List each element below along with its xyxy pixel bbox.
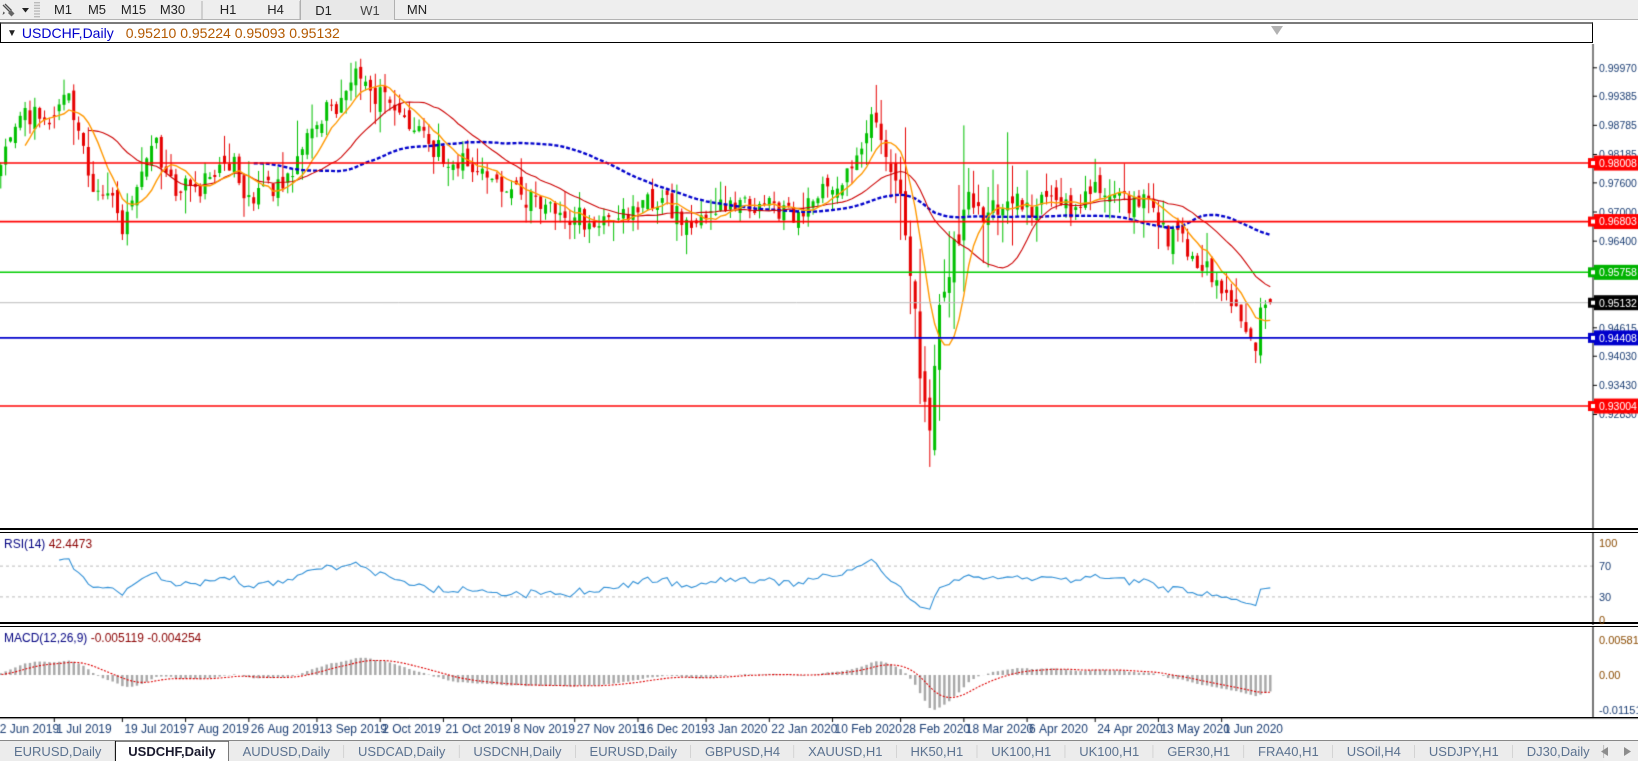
svg-text:FRA40,H1: FRA40,H1 xyxy=(1258,744,1319,759)
svg-text:EURUSD,Daily: EURUSD,Daily xyxy=(590,744,678,759)
svg-text:EURUSD,Daily: EURUSD,Daily xyxy=(14,744,102,759)
svg-text:AUDUSD,Daily: AUDUSD,Daily xyxy=(243,744,331,759)
svg-text:GER30,H1: GER30,H1 xyxy=(1167,744,1230,759)
svg-text:DJ30,Daily: DJ30,Daily xyxy=(1527,744,1590,759)
svg-text:XAUUSD,H1: XAUUSD,H1 xyxy=(808,744,882,759)
svg-text:GBPUSD,H4: GBPUSD,H4 xyxy=(705,744,780,759)
svg-text:HK50,H1: HK50,H1 xyxy=(910,744,963,759)
svg-text:USDCAD,Daily: USDCAD,Daily xyxy=(358,744,446,759)
svg-text:UK100,H1: UK100,H1 xyxy=(991,744,1051,759)
svg-text:USDCNH,Daily: USDCNH,Daily xyxy=(473,744,562,759)
svg-text:USDJPY,H1: USDJPY,H1 xyxy=(1429,744,1499,759)
svg-text:UK100,H1: UK100,H1 xyxy=(1079,744,1139,759)
svg-text:USDCHF,Daily: USDCHF,Daily xyxy=(128,744,216,759)
svg-text:USOil,H4: USOil,H4 xyxy=(1347,744,1401,759)
